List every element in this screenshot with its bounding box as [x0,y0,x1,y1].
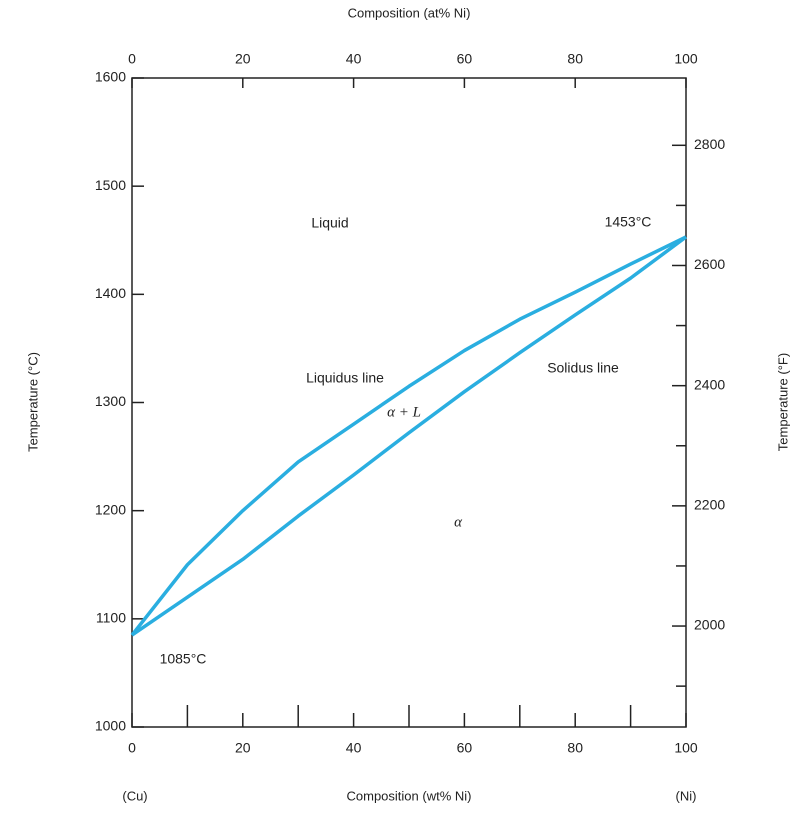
annotation: α + L [387,404,421,420]
x-left-label: (Cu) [122,788,147,803]
annotation: Solidus line [547,360,619,376]
y2-tick-label: 2800 [694,136,725,152]
y-tick-label: 1400 [95,285,126,301]
annotation: 1085°C [160,651,207,667]
x-tick-label: 60 [457,740,473,756]
annotation: 1453°C [605,214,652,230]
x2-tick-label: 80 [567,51,583,67]
annotation: Liquidus line [306,370,384,386]
x2-tick-label: 20 [235,51,251,67]
y2-tick-label: 2200 [694,497,725,513]
x-tick-label: 40 [346,740,362,756]
y2-axis-title: Temperature (°F) [775,353,790,451]
x-tick-label: 0 [128,740,136,756]
x2-tick-label: 0 [128,51,136,67]
y-axis-title: Temperature (°C) [25,352,40,452]
phase-boundary [130,235,687,637]
y-tick-label: 1100 [96,610,126,626]
x-right-label: (Ni) [676,788,697,803]
y-tick-label: 1500 [95,177,126,193]
x2-tick-label: 100 [674,51,698,67]
annotation: α [454,514,463,530]
y2-tick-label: 2600 [694,256,725,272]
annotation: Liquid [311,215,348,231]
x2-axis-title: Composition (at% Ni) [348,5,471,20]
x-tick-label: 20 [235,740,251,756]
plot-frame [131,77,687,728]
x2-tick-label: 40 [346,51,362,67]
y-tick-label: 1200 [95,501,126,517]
y-tick-label: 1300 [95,393,126,409]
x-tick-label: 100 [674,740,698,756]
phase-boundary [131,235,688,637]
y-tick-label: 1600 [95,69,126,85]
y2-tick-label: 2000 [694,617,725,633]
x2-tick-label: 60 [457,51,473,67]
y-tick-label: 1000 [95,718,126,734]
x-axis-title: Composition (wt% Ni) [347,788,472,803]
x-tick-label: 80 [567,740,583,756]
y2-tick-label: 2400 [694,376,725,392]
